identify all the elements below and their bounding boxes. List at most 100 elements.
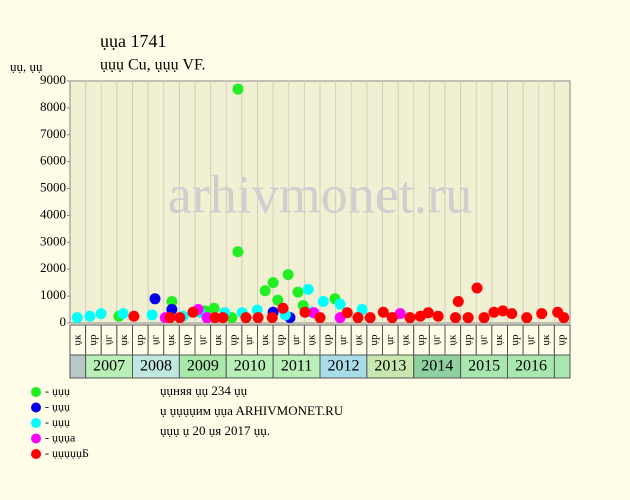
- note: ụ ụụụụим ụụa ARHIVMONET.RU: [160, 403, 344, 418]
- data-point: [356, 304, 368, 316]
- data-point: [277, 302, 289, 314]
- data-point: [208, 302, 220, 314]
- period-label: ụр: [274, 334, 286, 346]
- data-point: [471, 282, 483, 294]
- period-label: ụк: [71, 334, 83, 346]
- year-label: 2009: [187, 358, 219, 375]
- period-label: ụг: [103, 335, 115, 346]
- period-label: ụр: [181, 334, 193, 346]
- data-point: [232, 83, 244, 95]
- period-label: ụр: [556, 334, 568, 346]
- year-cell: [553, 354, 571, 379]
- note: ụụняя ụụ 234 ụụ: [160, 383, 248, 398]
- data-point: [364, 312, 376, 324]
- data-point: [84, 310, 96, 322]
- data-point: [95, 308, 107, 320]
- data-point: [452, 295, 464, 307]
- data-point: [377, 306, 389, 318]
- year-label: 2013: [374, 358, 406, 375]
- data-point: [558, 312, 570, 324]
- data-point: [282, 269, 294, 281]
- data-point: [292, 286, 304, 298]
- data-point: [117, 308, 129, 320]
- legend-marker: [31, 433, 41, 444]
- period-label: ụг: [243, 335, 255, 346]
- year-label: 2008: [140, 358, 172, 375]
- data-point: [462, 312, 474, 324]
- y-tick-label: 6000: [40, 153, 66, 168]
- data-point: [146, 309, 158, 321]
- period-label: ụг: [337, 335, 349, 346]
- period-label: ụг: [196, 335, 208, 346]
- period-label: ụк: [353, 334, 365, 346]
- y-tick-label: 7000: [40, 126, 66, 141]
- data-point: [334, 298, 346, 310]
- period-label: ụк: [212, 334, 224, 346]
- y-tick-label: 0: [60, 314, 67, 329]
- period-label: ụк: [399, 334, 411, 346]
- period-label: ụк: [493, 334, 505, 346]
- y-tick-label: 5000: [40, 180, 66, 195]
- data-point: [536, 308, 548, 320]
- data-point: [341, 307, 353, 319]
- y-tick-label: 4000: [40, 206, 66, 221]
- y-tick-label: 1000: [40, 287, 66, 302]
- period-label: ụр: [321, 334, 333, 346]
- period-label: ụг: [478, 335, 490, 346]
- legend-label: - ụụụ: [45, 399, 70, 413]
- data-point: [386, 312, 398, 324]
- data-point: [128, 310, 140, 322]
- data-point: [266, 312, 278, 324]
- data-point: [272, 294, 284, 306]
- year-label: 2014: [421, 358, 453, 375]
- period-label: ụг: [384, 335, 396, 346]
- legend-label: - ụụụ: [45, 384, 70, 398]
- y-tick-label: 8000: [40, 99, 66, 114]
- data-point: [478, 312, 490, 324]
- data-point: [149, 293, 161, 305]
- year-cell: [69, 354, 87, 379]
- data-point: [174, 312, 186, 324]
- year-label: 2015: [468, 358, 500, 375]
- period-label: ụк: [118, 334, 130, 346]
- year-label: 2012: [327, 358, 359, 375]
- legend-marker: [31, 418, 41, 428]
- chart-title: ụụa 1741: [100, 31, 167, 51]
- legend-marker: [31, 402, 41, 413]
- data-point: [404, 312, 416, 324]
- data-point: [422, 307, 434, 319]
- data-point: [488, 306, 500, 318]
- legend-label: - ụụụụụБ: [45, 446, 89, 460]
- data-point: [506, 308, 518, 320]
- data-point: [252, 312, 264, 324]
- year-label: 2016: [515, 358, 547, 375]
- period-label: ụр: [509, 334, 521, 346]
- note: ụụụ ụ 20 ụя 2017 ụụ.: [160, 423, 270, 438]
- period-label: ụк: [446, 334, 458, 346]
- data-point: [299, 306, 311, 318]
- data-point: [314, 312, 326, 324]
- data-point: [497, 305, 509, 317]
- period-label: ụр: [368, 334, 380, 346]
- period-label: ụк: [165, 334, 177, 346]
- year-label: 2010: [234, 358, 266, 375]
- legend-marker: [31, 449, 41, 459]
- data-point: [232, 246, 244, 258]
- data-point: [240, 312, 252, 324]
- period-label: ụг: [431, 335, 443, 346]
- data-point: [201, 312, 213, 324]
- data-point: [302, 283, 314, 295]
- data-point: [449, 312, 461, 324]
- data-point: [164, 312, 176, 324]
- data-point: [209, 312, 221, 324]
- data-point: [166, 295, 178, 307]
- period-label: ụк: [306, 334, 318, 346]
- period-label: ụк: [259, 334, 271, 346]
- legend-label: - ụụụa: [45, 430, 76, 444]
- chart-subtitle: ụụụ Cu, ụụụ VF.: [100, 57, 206, 74]
- period-label: ụр: [462, 334, 474, 346]
- data-point: [267, 277, 279, 289]
- period-label: ụр: [228, 334, 240, 346]
- period-label: ụр: [134, 334, 146, 346]
